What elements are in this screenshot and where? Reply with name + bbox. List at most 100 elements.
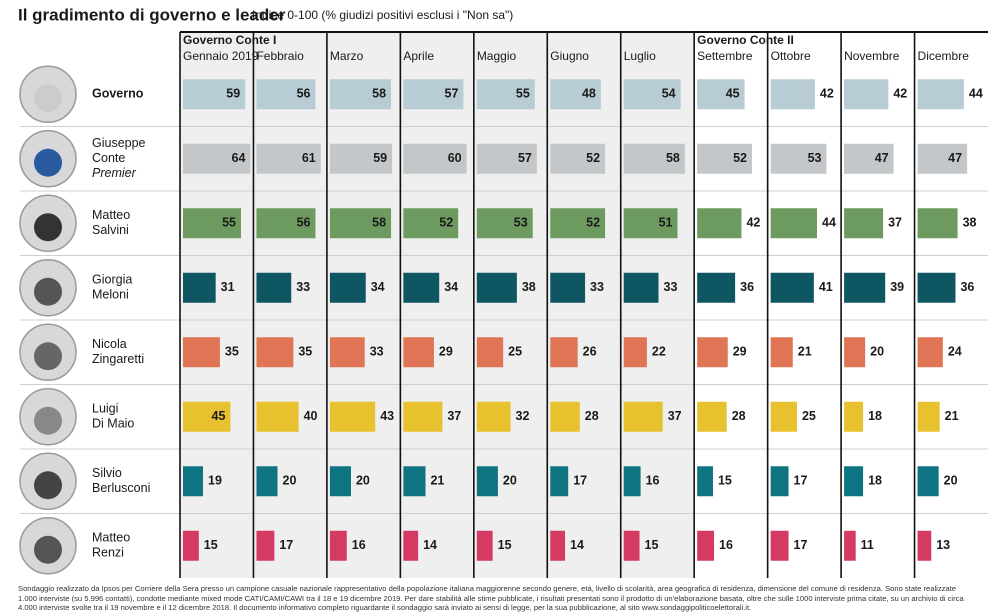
row-label: Giorgia — [92, 273, 132, 287]
column-label: Giugno — [550, 49, 589, 63]
value-label: 38 — [963, 216, 977, 230]
row-note: Premier — [92, 166, 137, 180]
row-label: Salvini — [92, 223, 129, 237]
bar — [770, 466, 789, 497]
chart-title: Il gradimento di governo e leader — [18, 5, 286, 24]
value-label: 37 — [668, 409, 682, 423]
bar — [476, 401, 511, 432]
group-label: Governo Conte I — [183, 33, 276, 47]
bar — [183, 530, 199, 561]
value-label: 38 — [522, 280, 536, 294]
bar — [917, 208, 958, 239]
value-label: 51 — [659, 216, 673, 230]
bar — [476, 272, 517, 303]
value-label: 37 — [447, 409, 461, 423]
value-label: 52 — [733, 151, 747, 165]
value-label: 20 — [503, 474, 517, 488]
value-label: 17 — [794, 474, 808, 488]
value-label: 52 — [586, 216, 600, 230]
value-label: 58 — [372, 216, 386, 230]
bar — [844, 337, 866, 368]
value-label: 58 — [666, 151, 680, 165]
bar — [623, 530, 640, 561]
portrait-inner — [34, 406, 62, 435]
bar — [476, 466, 498, 497]
bar — [623, 143, 685, 174]
bar — [697, 208, 742, 239]
row-label: Berlusconi — [92, 481, 150, 495]
portrait-inner — [34, 535, 62, 564]
bar — [917, 530, 932, 561]
chart-subtitle: Indice 0-100 (% giudizi positivi esclusi… — [252, 8, 513, 22]
bar — [697, 466, 713, 497]
bar — [403, 143, 467, 174]
bar — [623, 401, 663, 432]
bar — [403, 466, 426, 497]
value-label: 48 — [582, 87, 596, 101]
value-label: 43 — [380, 409, 394, 423]
bar — [476, 337, 504, 368]
bar — [697, 79, 745, 110]
bar — [770, 337, 793, 368]
value-label: 28 — [732, 409, 746, 423]
portrait-inner — [34, 213, 62, 242]
bar — [183, 337, 220, 368]
bar — [770, 208, 818, 239]
column-label: Marzo — [330, 49, 364, 63]
value-label: 64 — [232, 151, 246, 165]
value-label: 33 — [590, 280, 604, 294]
value-label: 14 — [570, 538, 584, 552]
value-label: 16 — [646, 474, 660, 488]
value-label: 17 — [279, 538, 293, 552]
value-label: 32 — [516, 409, 530, 423]
value-label: 33 — [370, 345, 384, 359]
value-label: 29 — [439, 345, 453, 359]
value-label: 20 — [356, 474, 370, 488]
column-label: Dicembre — [918, 49, 970, 63]
value-label: 25 — [802, 409, 816, 423]
bar — [844, 401, 864, 432]
bar — [623, 466, 641, 497]
bar — [844, 272, 886, 303]
bar — [403, 530, 419, 561]
value-label: 61 — [302, 151, 316, 165]
bar — [844, 143, 894, 174]
bar — [550, 401, 580, 432]
value-label: 42 — [746, 216, 760, 230]
bar — [917, 272, 956, 303]
row-label: Matteo — [92, 531, 130, 545]
value-label: 57 — [445, 87, 459, 101]
column-label: Ottobre — [771, 49, 811, 63]
bar — [623, 208, 678, 239]
bar — [917, 466, 939, 497]
bar — [256, 466, 278, 497]
value-label: 35 — [298, 345, 312, 359]
value-label: 16 — [719, 538, 733, 552]
value-label: 37 — [888, 216, 902, 230]
bar — [476, 79, 535, 110]
bar — [329, 337, 365, 368]
bar — [476, 530, 493, 561]
value-label: 31 — [221, 280, 235, 294]
bar — [403, 401, 443, 432]
value-label: 18 — [868, 409, 882, 423]
bar — [329, 143, 393, 174]
bar — [183, 466, 204, 497]
value-label: 29 — [733, 345, 747, 359]
row-label: Governo — [92, 87, 144, 101]
bar — [550, 143, 606, 174]
bar — [329, 272, 366, 303]
bar — [329, 530, 347, 561]
value-label: 34 — [444, 280, 458, 294]
value-label: 47 — [875, 151, 889, 165]
value-label: 18 — [868, 474, 882, 488]
value-label: 44 — [969, 87, 983, 101]
value-label: 55 — [222, 216, 236, 230]
bar — [256, 143, 321, 174]
value-label: 36 — [740, 280, 754, 294]
bar — [550, 337, 578, 368]
bar — [329, 208, 392, 239]
bar — [476, 208, 533, 239]
portrait-inner — [34, 471, 62, 500]
